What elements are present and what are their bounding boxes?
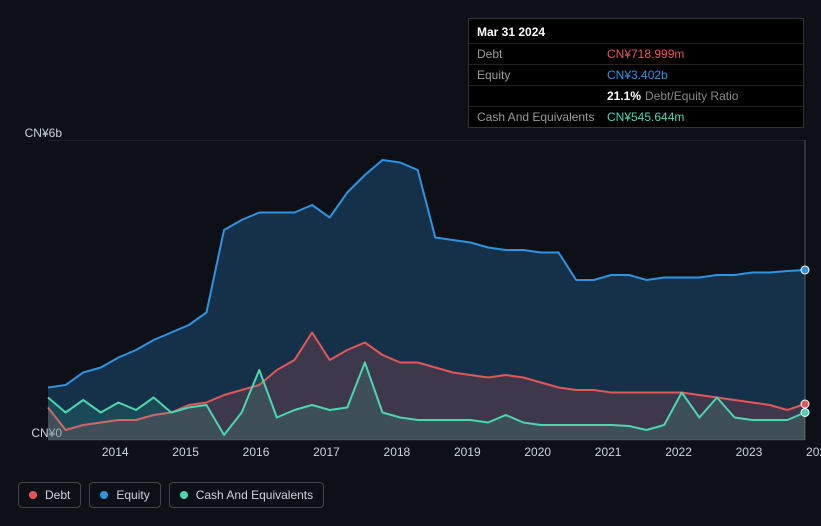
- legend-item-equity[interactable]: Equity: [89, 482, 160, 508]
- tooltip-value: 21.1%Debt/Equity Ratio: [607, 89, 795, 103]
- area-chart[interactable]: [16, 140, 821, 442]
- tooltip-value: CN¥545.644m: [607, 110, 795, 124]
- x-axis-label: 2014: [102, 445, 129, 459]
- tooltip-date: Mar 31 2024: [469, 19, 803, 43]
- tooltip-label: [477, 89, 607, 103]
- legend-item-debt[interactable]: Debt: [18, 482, 81, 508]
- tooltip-value: CN¥3.402b: [607, 68, 795, 82]
- legend-item-cash-and-equivalents[interactable]: Cash And Equivalents: [169, 482, 324, 508]
- tooltip-row: DebtCN¥718.999m: [469, 43, 803, 64]
- x-axis-label: 2021: [595, 445, 622, 459]
- tooltip-label: Debt: [477, 47, 607, 61]
- legend-label: Cash And Equivalents: [196, 488, 313, 502]
- x-axis-label: 2019: [454, 445, 481, 459]
- chart-tooltip: Mar 31 2024 DebtCN¥718.999mEquityCN¥3.40…: [468, 18, 804, 128]
- x-axis-label: 2018: [384, 445, 411, 459]
- x-axis-label: 2024: [806, 445, 821, 459]
- tooltip-row: EquityCN¥3.402b: [469, 64, 803, 85]
- tooltip-row: Cash And EquivalentsCN¥545.644m: [469, 106, 803, 127]
- y-axis-label: CN¥6b: [25, 126, 62, 140]
- x-axis-label: 2016: [243, 445, 270, 459]
- tooltip-label: Cash And Equivalents: [477, 110, 607, 124]
- legend-dot-icon: [100, 491, 108, 499]
- legend-label: Debt: [45, 488, 70, 502]
- x-axis-label: 2020: [524, 445, 551, 459]
- x-axis-label: 2015: [172, 445, 199, 459]
- legend-label: Equity: [116, 488, 149, 502]
- tooltip-label: Equity: [477, 68, 607, 82]
- x-axis: 2014 2015 2016 2017 2018 2019 2020 2021 2022 2023…: [48, 445, 805, 463]
- chart-legend: Debt Equity Cash And Equivalents: [18, 482, 324, 508]
- chart-container: Mar 31 2024 DebtCN¥718.999mEquityCN¥3.40…: [0, 0, 821, 526]
- tooltip-value: CN¥718.999m: [607, 47, 795, 61]
- legend-dot-icon: [180, 491, 188, 499]
- x-axis-label: 2022: [665, 445, 692, 459]
- x-axis-label: 2023: [736, 445, 763, 459]
- x-axis-label: 2017: [313, 445, 340, 459]
- legend-dot-icon: [29, 491, 37, 499]
- tooltip-row: 21.1%Debt/Equity Ratio: [469, 85, 803, 106]
